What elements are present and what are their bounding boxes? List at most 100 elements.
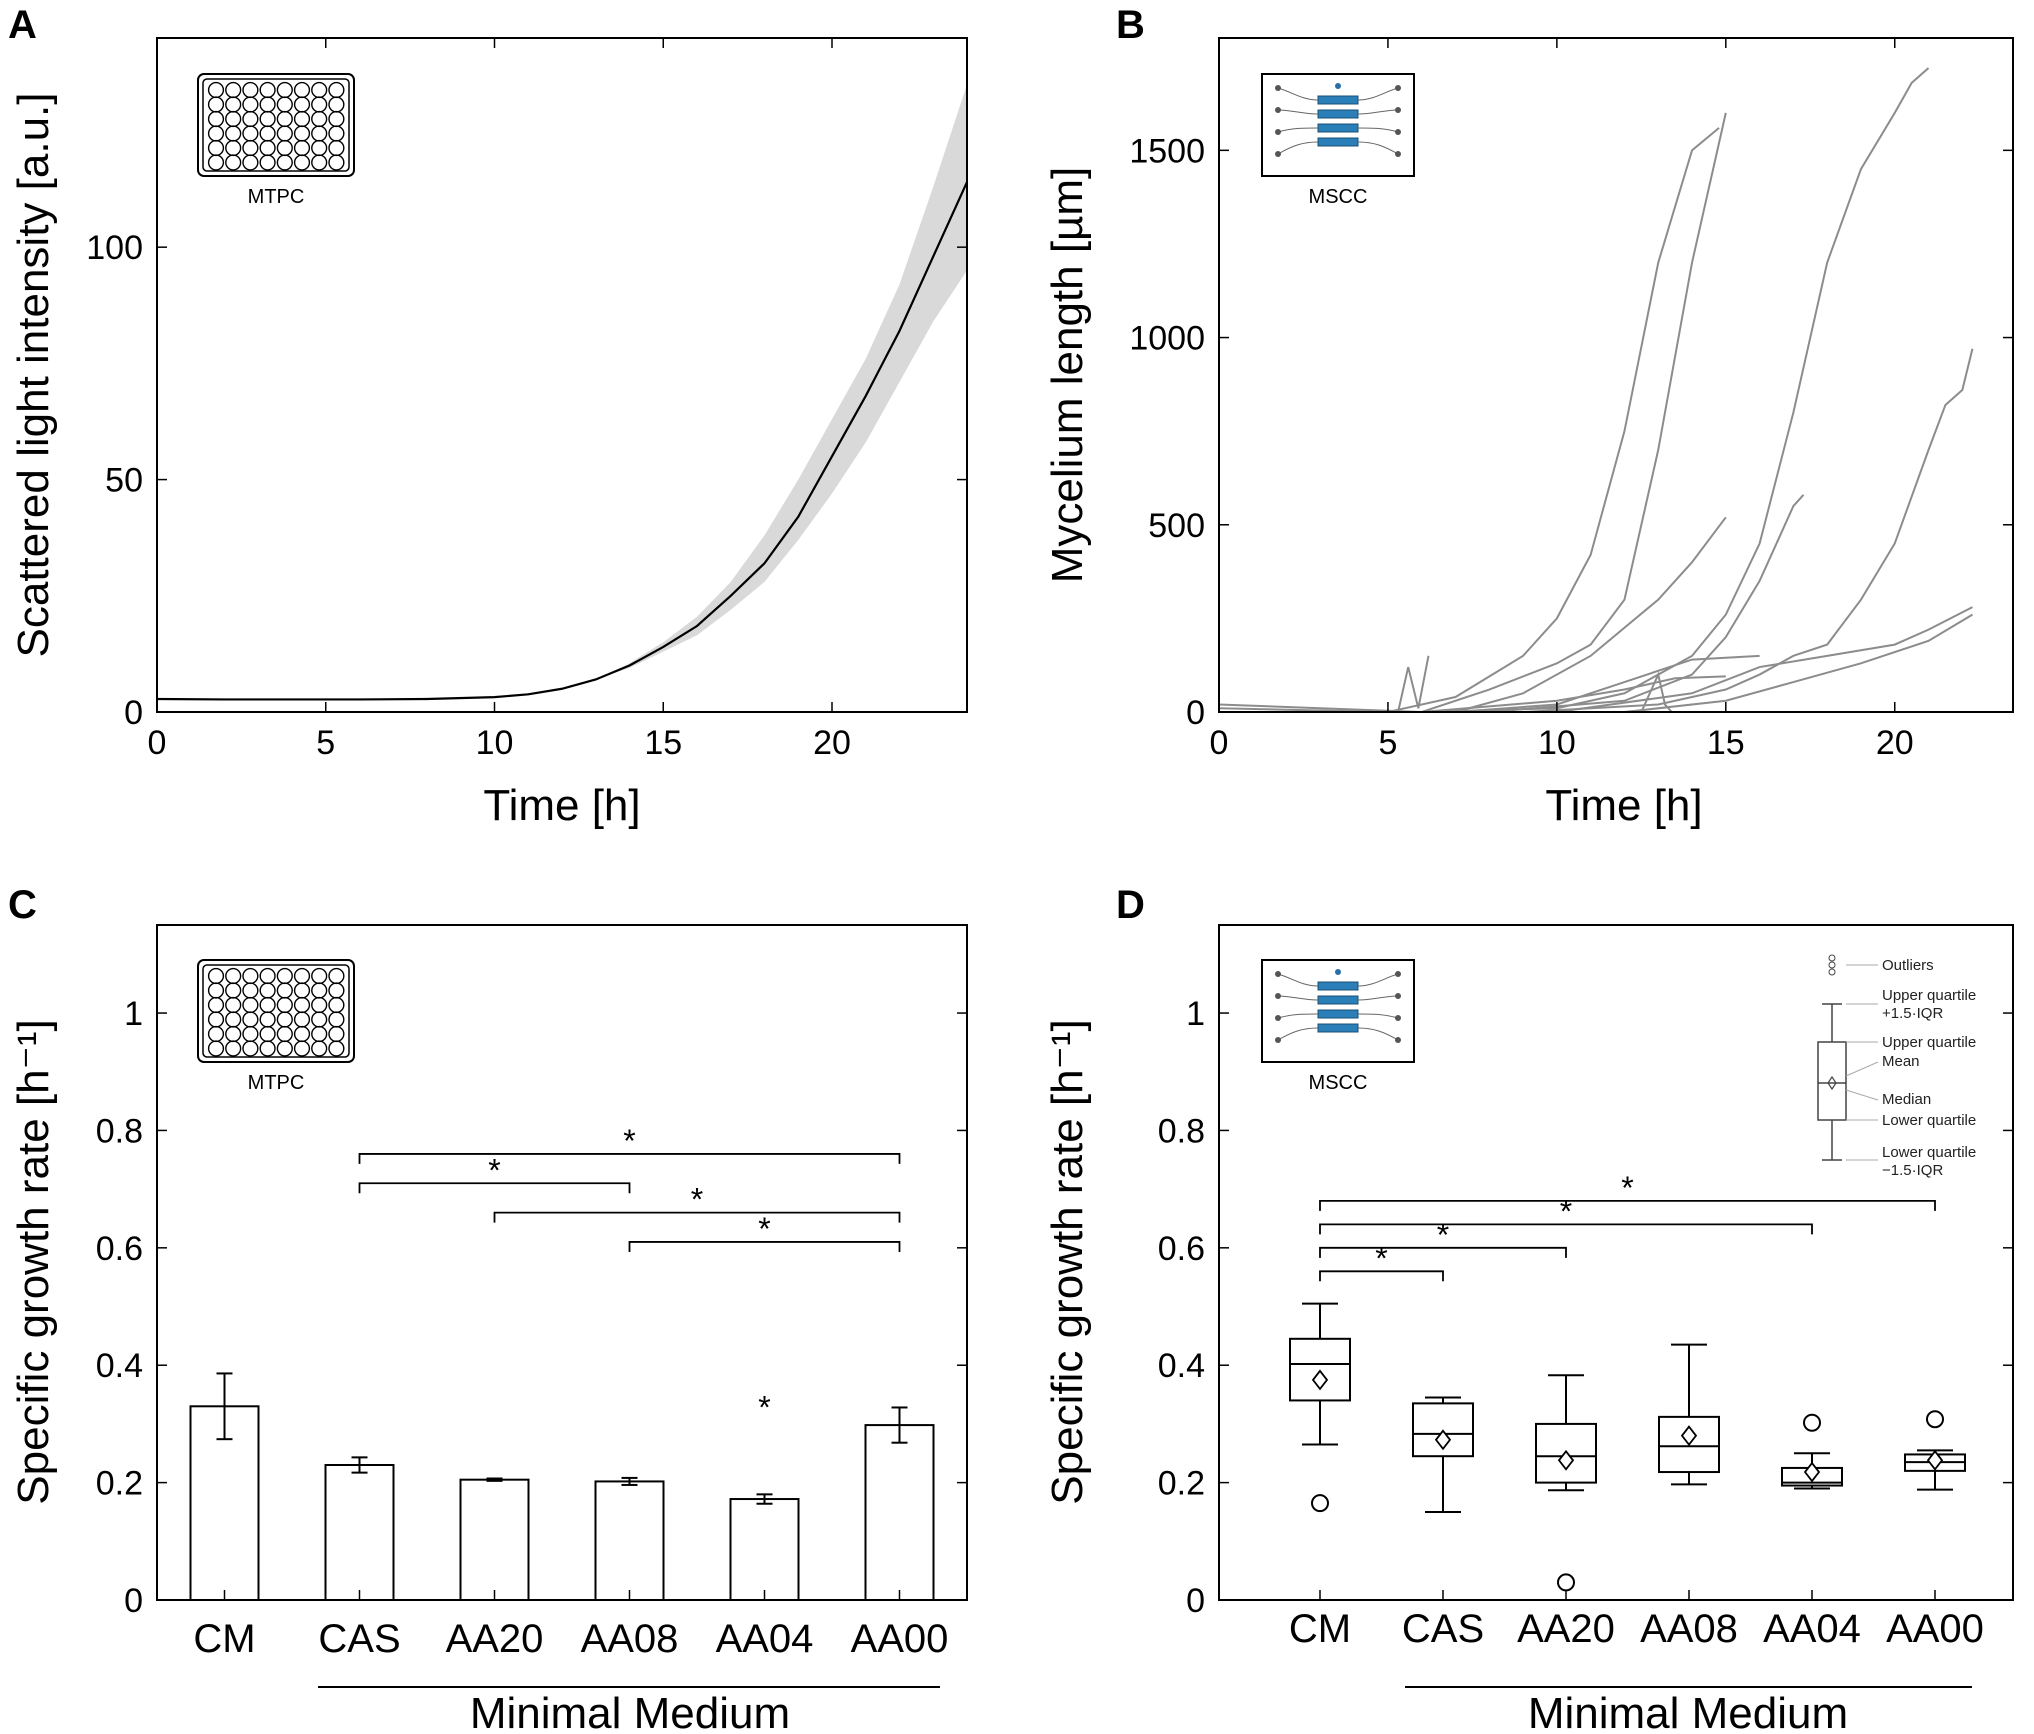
panel-b-x-tick-label: 15 (1707, 724, 1745, 762)
panel-b-chip-inset: MSCC (1261, 73, 1415, 208)
panel-a-y-tick-label: 50 (105, 462, 143, 500)
panel-b-trace-line (1218, 127, 1720, 714)
panel-d-y-tick-label: 0.4 (1158, 1347, 1205, 1385)
panel-d-y-axis-title: Specific growth rate [h⁻¹] (1043, 1019, 1092, 1504)
microtiter-well (242, 1025, 259, 1043)
panel-b-trace-line (1397, 655, 1430, 713)
panel-letter-c: C (8, 883, 37, 927)
microtiter-well (293, 139, 311, 157)
panel-b-trace-line (1421, 675, 1726, 713)
panel-d-outlier-marker (1557, 1573, 1575, 1592)
panel-d-mean-marker (1926, 1449, 1944, 1471)
microtiter-well (242, 967, 259, 985)
panel-b-trace-line (1489, 494, 1805, 713)
panel-c-significance-star: * (758, 1389, 770, 1425)
panel-d-category-label: AA04 (1763, 1607, 1861, 1651)
panel-d-mean-marker (1680, 1425, 1698, 1447)
panel-c-category-label: AA04 (716, 1617, 814, 1661)
chip-channel (1317, 1023, 1359, 1033)
panel-d-significance-bracket (1319, 1246, 1567, 1258)
microtiter-well (293, 996, 311, 1014)
panel-c-bar (729, 1498, 800, 1601)
microtiter-plate-inner (202, 78, 350, 172)
panel-d-frame (1218, 924, 2014, 1601)
microtiter-well (207, 1025, 225, 1043)
panel-c-growth-rate-bar-chart: CM CAS AA20 AA08 AA04 AA00 * * * * * 0 0.2 0.4 0.6 0.8… (9, 924, 968, 1734)
microtiter-well (259, 1011, 276, 1028)
microtiter-well (225, 125, 242, 142)
microtiter-well (311, 1025, 328, 1043)
legend-mean-text: Mean (1882, 1053, 1920, 1070)
panel-b-x-tick-label: 20 (1876, 724, 1914, 762)
panel-d-y-tick-label: 0.8 (1158, 1112, 1205, 1150)
panel-a-y-tick-label: 0 (124, 694, 143, 732)
legend-leader (1845, 1061, 1879, 1077)
microtiter-well (259, 982, 276, 999)
panel-c-significance-bracket (358, 1153, 901, 1164)
microtiter-well (259, 967, 276, 985)
legend-outliers-text: Outliers (1882, 957, 1934, 974)
chip-channel (1317, 137, 1359, 147)
microtiter-well (225, 110, 242, 128)
microtiter-well (276, 967, 293, 985)
microtiter-well (276, 1040, 293, 1057)
chip-outlet-line (1357, 141, 1399, 155)
panel-c-axes: 0 0.2 0.4 0.6 0.8 1 (96, 995, 967, 1620)
panel-b-y-tick-label: 1500 (1129, 132, 1205, 170)
microtiter-well (293, 110, 311, 128)
panel-d-category-label: CM (1289, 1607, 1351, 1651)
microtiter-well (207, 996, 225, 1014)
panel-c-category-label: CM (193, 1617, 255, 1661)
panel-b-x-tick-label: 10 (1538, 724, 1576, 762)
legend-upper-whisker-text: Upper quartile (1882, 987, 1976, 1004)
microtiter-well (276, 81, 293, 99)
microtiter-well (225, 81, 242, 99)
microtiter-plate-wells (207, 967, 345, 1057)
panel-d-significance-star: * (1560, 1193, 1572, 1229)
microtiter-well (242, 996, 259, 1014)
chip-inlet-line (1277, 109, 1319, 115)
panel-c-significance-bracket (628, 1241, 901, 1252)
chip-outlet-line (1357, 1013, 1399, 1019)
microtiter-well (293, 1025, 311, 1043)
microtiter-well (225, 967, 242, 985)
microtiter-well (225, 1011, 242, 1028)
microtiter-well (259, 1025, 276, 1043)
panel-b-trace-line (1218, 112, 1727, 714)
microtiter-well (242, 154, 259, 171)
panel-c-y-tick-label: 1 (124, 995, 143, 1033)
panel-d-mean-marker (1803, 1461, 1821, 1483)
panel-b-y-axis-title: Mycelium length [µm] (1043, 167, 1092, 584)
panel-a-y-tick-label: 100 (86, 229, 143, 267)
microtiter-well (276, 1011, 293, 1028)
panel-c-plot-area: CM CAS AA20 AA08 AA04 AA00 * * * * * (189, 1123, 949, 1661)
microtiter-well (293, 125, 311, 142)
panel-b-plot-area (1218, 67, 1974, 714)
microtiter-well (293, 96, 311, 113)
microtiter-well (293, 81, 311, 99)
chip-inlet-line (1277, 1027, 1319, 1041)
microtiter-well (225, 96, 242, 113)
microtiter-well (293, 154, 311, 171)
microtiter-well (328, 96, 345, 113)
panel-d-inset-label: MSCC (1309, 1072, 1368, 1094)
microtiter-well (276, 96, 293, 113)
panel-d-y-tick-label: 0.2 (1158, 1465, 1205, 1503)
microtiter-well (311, 139, 328, 157)
panel-b-mycelium-length-chart: 0 500 1000 1500 0 5 10 15 20 MSCC Time [h] Mycel… (1043, 37, 2014, 830)
microtiter-well (328, 110, 345, 128)
panel-b-inset-label: MSCC (1309, 186, 1368, 208)
microtiter-well (207, 982, 225, 999)
microtiter-well (276, 1025, 293, 1043)
panel-c-category-label: AA20 (446, 1617, 544, 1661)
chip-inlet-line (1277, 127, 1319, 133)
chip-inlet-line (1277, 1013, 1319, 1019)
chip-port (1395, 1037, 1401, 1043)
panel-b-x-tick-label: 5 (1378, 724, 1397, 762)
panel-a-y-axis-title: Scattered light intensity [a.u.] (9, 93, 58, 658)
panel-a-plot-area (156, 84, 969, 701)
microfluidic-chip-drawing (1275, 969, 1401, 1043)
chip-outlet-line (1357, 973, 1399, 987)
panel-c-category-label: AA00 (851, 1617, 949, 1661)
panel-d-chip-inset: MSCC (1261, 959, 1415, 1094)
